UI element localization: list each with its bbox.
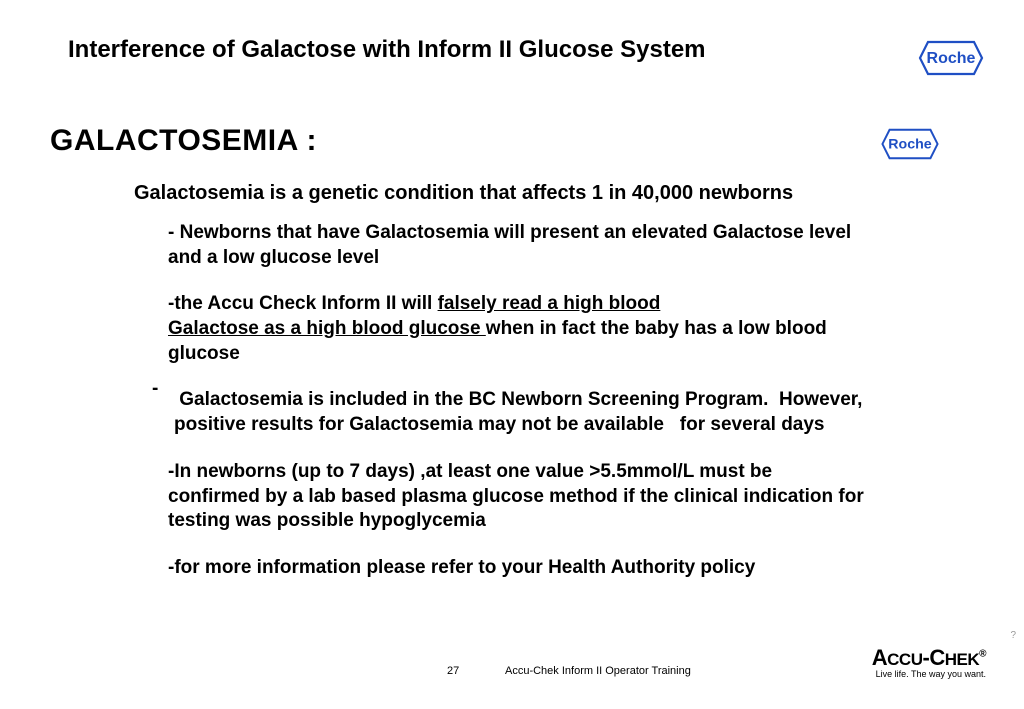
- paragraph-1: - Newborns that have Galactosemia will p…: [168, 221, 868, 270]
- accuchek-brand: ACCU-CHEK®: [872, 645, 986, 671]
- para2-underline-2: Galactose as a high blood glucose: [168, 318, 486, 339]
- roche-logo-text: Roche: [927, 50, 976, 67]
- roche-logo: Roche: [918, 40, 984, 76]
- roche-logo-secondary: Roche: [880, 128, 940, 160]
- registered-mark: ®: [979, 649, 986, 660]
- body-content: - Newborns that have Galactosemia will p…: [168, 221, 868, 581]
- paragraph-4: -In newborns (up to 7 days) ,at least on…: [168, 460, 868, 534]
- accuchek-tagline: Live life. The way you want.: [872, 669, 986, 679]
- accuchek-hek: HEK: [945, 650, 979, 669]
- footer-text: Accu-Chek Inform II Operator Training: [505, 665, 691, 677]
- tiny-mark: ?: [1010, 630, 1016, 641]
- page-number: 27: [447, 665, 459, 677]
- para2-pre: -the Accu Check Inform II will: [168, 293, 438, 314]
- paragraph-2: -the Accu Check Inform II will falsely r…: [168, 292, 868, 366]
- floating-dash: -: [152, 378, 158, 400]
- intro-text: Galactosemia is a genetic condition that…: [134, 182, 793, 205]
- accuchek-ccu: CCU: [887, 650, 922, 669]
- roche-logo-text-2: Roche: [888, 136, 932, 152]
- para2-underline-1: falsely read a high blood: [438, 293, 661, 314]
- accuchek-logo: ACCU-CHEK® Live life. The way you want.: [872, 645, 986, 679]
- accuchek-A: A: [872, 645, 887, 670]
- slide-title: Interference of Galactose with Inform II…: [68, 36, 706, 64]
- section-heading: GALACTOSEMIA :: [50, 124, 317, 158]
- paragraph-3: Galactosemia is included in the BC Newbo…: [174, 388, 868, 437]
- accuchek-C: C: [929, 645, 944, 670]
- paragraph-5: -for more information please refer to yo…: [168, 556, 868, 581]
